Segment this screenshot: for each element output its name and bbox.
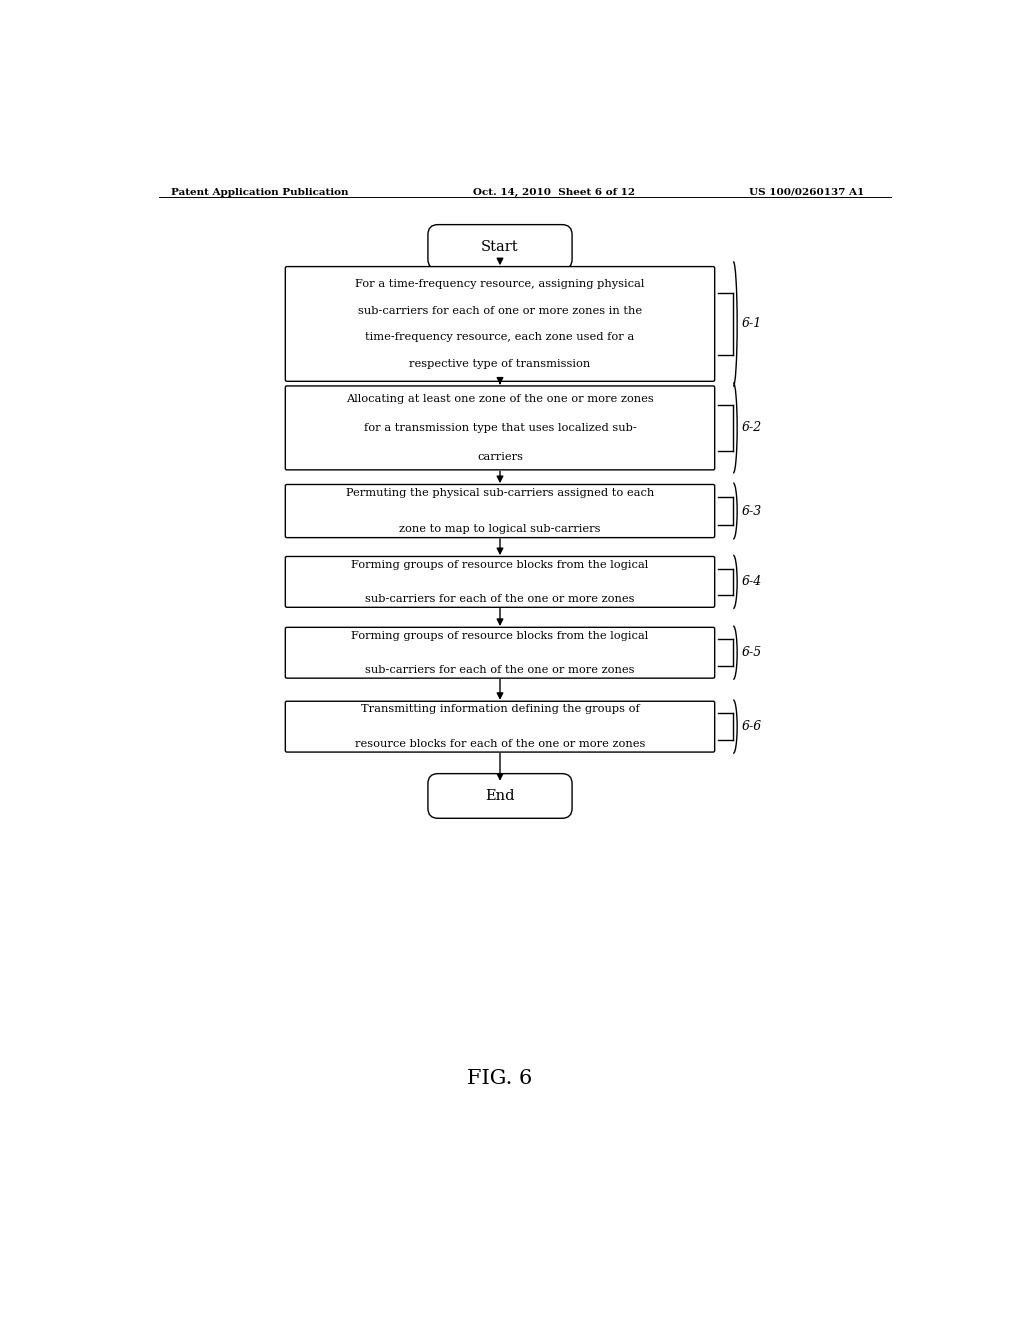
Text: sub-carriers for each of one or more zones in the: sub-carriers for each of one or more zon… bbox=[358, 305, 642, 315]
FancyBboxPatch shape bbox=[286, 484, 715, 537]
Text: Oct. 14, 2010  Sheet 6 of 12: Oct. 14, 2010 Sheet 6 of 12 bbox=[473, 187, 635, 197]
Text: 6-4: 6-4 bbox=[741, 576, 762, 589]
Text: 6-1: 6-1 bbox=[741, 317, 762, 330]
Text: Patent Application Publication: Patent Application Publication bbox=[171, 187, 348, 197]
Text: FIG. 6: FIG. 6 bbox=[467, 1069, 532, 1088]
FancyBboxPatch shape bbox=[286, 701, 715, 752]
Text: 6-3: 6-3 bbox=[741, 504, 762, 517]
FancyBboxPatch shape bbox=[286, 267, 715, 381]
Text: Start: Start bbox=[481, 240, 519, 253]
Text: respective type of transmission: respective type of transmission bbox=[410, 359, 591, 370]
Text: for a transmission type that uses localized sub-: for a transmission type that uses locali… bbox=[364, 422, 636, 433]
Text: US 100/0260137 A1: US 100/0260137 A1 bbox=[749, 187, 864, 197]
Text: sub-carriers for each of the one or more zones: sub-carriers for each of the one or more… bbox=[366, 594, 635, 605]
Text: sub-carriers for each of the one or more zones: sub-carriers for each of the one or more… bbox=[366, 665, 635, 675]
Text: End: End bbox=[485, 789, 515, 803]
Text: time-frequency resource, each zone used for a: time-frequency resource, each zone used … bbox=[366, 333, 635, 342]
Text: carriers: carriers bbox=[477, 451, 523, 462]
Text: Transmitting information defining the groups of: Transmitting information defining the gr… bbox=[360, 705, 639, 714]
Text: For a time-frequency resource, assigning physical: For a time-frequency resource, assigning… bbox=[355, 279, 645, 289]
Text: Permuting the physical sub-carriers assigned to each: Permuting the physical sub-carriers assi… bbox=[346, 488, 654, 498]
Text: 6-5: 6-5 bbox=[741, 647, 762, 659]
FancyBboxPatch shape bbox=[286, 627, 715, 678]
Text: Forming groups of resource blocks from the logical: Forming groups of resource blocks from t… bbox=[351, 560, 648, 570]
FancyBboxPatch shape bbox=[286, 385, 715, 470]
Text: 6-6: 6-6 bbox=[741, 721, 762, 733]
Text: resource blocks for each of the one or more zones: resource blocks for each of the one or m… bbox=[354, 739, 645, 748]
Text: zone to map to logical sub-carriers: zone to map to logical sub-carriers bbox=[399, 524, 601, 535]
FancyBboxPatch shape bbox=[428, 224, 572, 269]
FancyBboxPatch shape bbox=[428, 774, 572, 818]
Text: Allocating at least one zone of the one or more zones: Allocating at least one zone of the one … bbox=[346, 393, 654, 404]
Text: 6-2: 6-2 bbox=[741, 421, 762, 434]
Text: Forming groups of resource blocks from the logical: Forming groups of resource blocks from t… bbox=[351, 631, 648, 640]
FancyBboxPatch shape bbox=[286, 557, 715, 607]
